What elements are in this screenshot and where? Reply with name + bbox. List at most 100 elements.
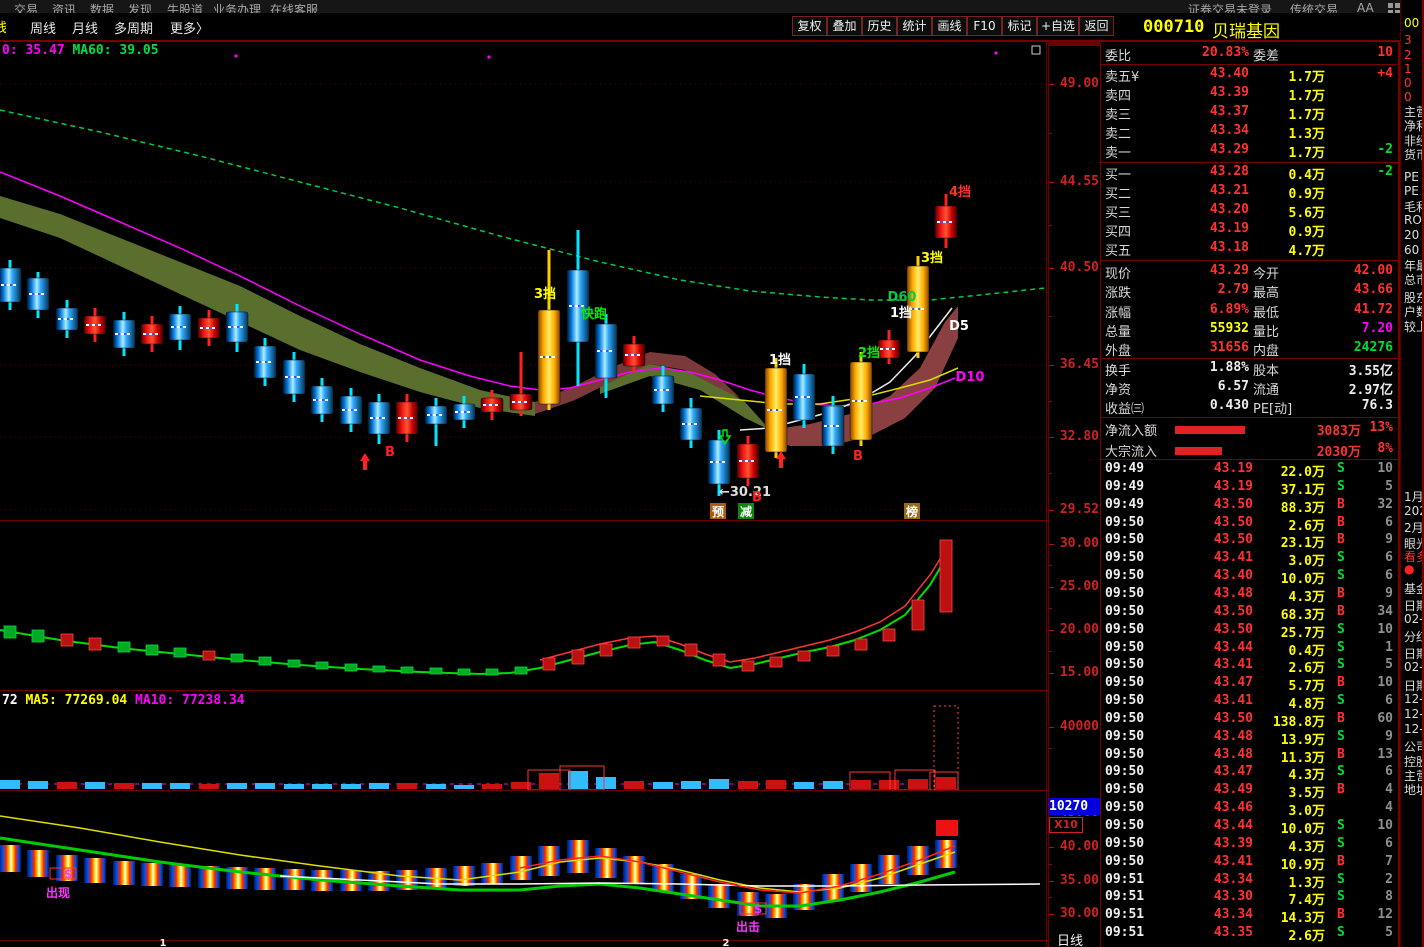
stat-label: 收益㈢ bbox=[1105, 402, 1145, 418]
clipped-toolbar-label: 线 bbox=[0, 17, 6, 36]
buy-level: 买一 bbox=[1105, 168, 1132, 183]
tick-side: B bbox=[1337, 746, 1345, 762]
event-badge[interactable] bbox=[904, 503, 920, 519]
event-badge[interactable] bbox=[710, 503, 726, 519]
rainbow-bar bbox=[84, 858, 106, 883]
tick-count: 10 bbox=[1377, 621, 1393, 637]
toolbar-tab-更多〉[interactable]: 更多〉 bbox=[170, 22, 210, 37]
toolbar-tab-周线[interactable]: 周线 bbox=[30, 22, 57, 37]
toolbar-button-标记[interactable]: 标记 bbox=[1002, 16, 1037, 36]
axis-tick bbox=[1049, 510, 1054, 511]
strip-fragment: 202 bbox=[1404, 504, 1422, 518]
toolbar-button-+自选[interactable]: +自选 bbox=[1037, 16, 1079, 36]
toolbar-tab-月线[interactable]: 月线 bbox=[72, 22, 99, 37]
tick-price: 43.50 bbox=[1213, 514, 1253, 530]
quote-panel[interactable]: 委比 20.83% 委差 10 卖五¥ 43.40 1.7万 +4 卖四 43.39 1.7万 卖三 4… bbox=[1100, 42, 1400, 947]
toolbar-button-统计[interactable]: 统计 bbox=[897, 16, 932, 36]
toolbar-button-叠加[interactable]: 叠加 bbox=[827, 16, 862, 36]
alert-dot bbox=[994, 51, 998, 55]
axis-tick bbox=[1049, 84, 1054, 85]
sell-row: 卖四 43.39 1.7万 bbox=[1101, 85, 1399, 104]
tick-count: 32 bbox=[1377, 496, 1393, 512]
quote-separator bbox=[1101, 358, 1399, 359]
toolbar-button-F10[interactable]: F10 bbox=[967, 16, 1002, 36]
buy-volume: 0.9万 bbox=[1288, 225, 1325, 240]
menu-item-发现[interactable]: 发现 bbox=[128, 3, 153, 13]
strip-fragment: 毛利 bbox=[1404, 200, 1422, 214]
stat-value: 43.29 bbox=[1209, 263, 1249, 278]
grid-layout-icon[interactable] bbox=[1388, 3, 1393, 8]
toolbar-button-返回[interactable]: 返回 bbox=[1079, 16, 1114, 36]
menu-right-传统交易[interactable]: 传统交易 bbox=[1290, 3, 1339, 13]
main-chart[interactable]: 3挡快跑1挡 2挡1挡3挡4挡D60D5D10←30.21BBB预减榜0: 35.… bbox=[0, 42, 1048, 947]
axis-minor-tick bbox=[1049, 830, 1052, 831]
menu-item-在线客服[interactable]: 在线客服 bbox=[270, 3, 319, 13]
rainbow-bar bbox=[623, 856, 645, 884]
indicator-bar bbox=[542, 657, 556, 671]
quote-separator bbox=[1101, 64, 1399, 65]
event-badge[interactable] bbox=[738, 503, 754, 519]
volume-bar bbox=[624, 781, 644, 789]
rainbow-bar bbox=[538, 846, 560, 876]
flow-bar bbox=[1175, 426, 1245, 434]
pane-toggle-icon[interactable] bbox=[1031, 45, 1041, 55]
tick-count: 8 bbox=[1385, 889, 1393, 905]
indicator-bar bbox=[258, 656, 272, 666]
flow-value: 3083万 bbox=[1316, 424, 1361, 439]
rainbow-bar bbox=[680, 874, 702, 899]
axis-minor-tick bbox=[1049, 897, 1052, 898]
strip-fragment: 眼光 bbox=[1404, 537, 1422, 551]
stat-label: 今开 bbox=[1253, 267, 1280, 282]
tick-volume: 5.7万 bbox=[1288, 679, 1325, 695]
tick-time: 09:50 bbox=[1105, 710, 1145, 726]
rainbow-bar bbox=[283, 869, 305, 890]
menu-item-牛股道[interactable]: 牛股道 bbox=[167, 3, 204, 13]
volume-bar bbox=[142, 783, 162, 789]
menu-item-交易[interactable]: 交易 bbox=[14, 3, 39, 13]
tick-price: 43.48 bbox=[1213, 746, 1253, 762]
menu-right-证券交易未登录[interactable]: 证券交易未登录 bbox=[1188, 3, 1273, 13]
tick-row: 09:50 43.44 10.0万 S 10 bbox=[1101, 818, 1399, 837]
tick-time: 09:51 bbox=[1105, 925, 1145, 941]
toolbar-button-复权[interactable]: 复权 bbox=[792, 16, 827, 36]
menu-item-业务办理[interactable]: 业务办理 bbox=[213, 3, 262, 13]
chart-label: 1挡 bbox=[890, 305, 912, 321]
buy-delta: -2 bbox=[1377, 164, 1393, 179]
buy-level: 买三 bbox=[1105, 206, 1132, 221]
tick-count: 9 bbox=[1385, 728, 1393, 744]
osc-green-line bbox=[0, 836, 956, 908]
menu-item-数据[interactable]: 数据 bbox=[90, 3, 115, 13]
indicator-bar bbox=[400, 666, 414, 674]
chart-label: B bbox=[385, 445, 395, 460]
toolbar-button-画线[interactable]: 画线 bbox=[932, 16, 967, 36]
axis-label: 30.00 bbox=[1059, 906, 1099, 921]
axis-tick bbox=[1049, 727, 1054, 728]
volume-bar bbox=[851, 780, 871, 789]
tick-price: 43.41 bbox=[1213, 550, 1253, 566]
sell-volume: 1.7万 bbox=[1288, 70, 1325, 85]
tick-row: 09:51 43.35 2.6万 S 5 bbox=[1101, 925, 1399, 944]
indicator-bar bbox=[145, 644, 159, 656]
strip-fragment: 主营 bbox=[1404, 105, 1422, 119]
rainbow-bar bbox=[935, 840, 957, 868]
tick-row: 09:51 43.30 7.4万 S 8 bbox=[1101, 889, 1399, 908]
tick-side: S bbox=[1337, 568, 1345, 584]
tick-price: 43.50 bbox=[1213, 621, 1253, 637]
tick-volume: 4.3万 bbox=[1288, 589, 1325, 605]
axis-tick bbox=[1049, 587, 1054, 588]
volume-bar bbox=[114, 783, 134, 789]
tick-count: 9 bbox=[1385, 585, 1393, 601]
sell-row: 卖二 43.34 1.3万 bbox=[1101, 123, 1399, 142]
price-axis[interactable]: 49.00 44.55 40.50 36.45 32.80 29.52 30.00 25.00… bbox=[1048, 42, 1101, 947]
tick-price: 43.40 bbox=[1213, 568, 1253, 584]
menu-right-AA[interactable]: AA bbox=[1357, 1, 1374, 13]
tick-count: 60 bbox=[1377, 710, 1393, 726]
stat-row: 涨幅 6.89% 最低 41.72 bbox=[1101, 302, 1399, 321]
tick-time: 09:49 bbox=[1105, 478, 1145, 494]
menu-item-资讯[interactable]: 资讯 bbox=[52, 3, 77, 13]
strip-fragment: 基金 bbox=[1404, 582, 1422, 596]
ma-band-green bbox=[0, 196, 535, 416]
toolbar-tab-多周期[interactable]: 多周期 bbox=[114, 22, 154, 37]
tick-count: 9 bbox=[1385, 532, 1393, 548]
toolbar-button-历史[interactable]: 历史 bbox=[862, 16, 897, 36]
